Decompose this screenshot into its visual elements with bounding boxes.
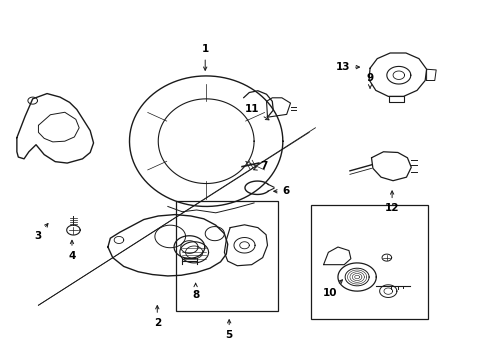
Bar [310,205,427,319]
Text: 12: 12 [384,191,399,213]
Text: 9: 9 [366,73,373,88]
Text: 2: 2 [153,306,161,328]
Text: 4: 4 [68,240,76,261]
Text: 8: 8 [192,283,199,300]
Text: 5: 5 [225,320,232,340]
Text: 13: 13 [335,62,359,72]
Text: 6: 6 [273,186,289,196]
Text: 10: 10 [322,280,342,298]
Text: 1: 1 [201,45,208,70]
Text: 3: 3 [34,224,48,242]
Text: 7: 7 [253,161,267,171]
Bar [176,201,278,311]
Text: 11: 11 [244,104,268,120]
